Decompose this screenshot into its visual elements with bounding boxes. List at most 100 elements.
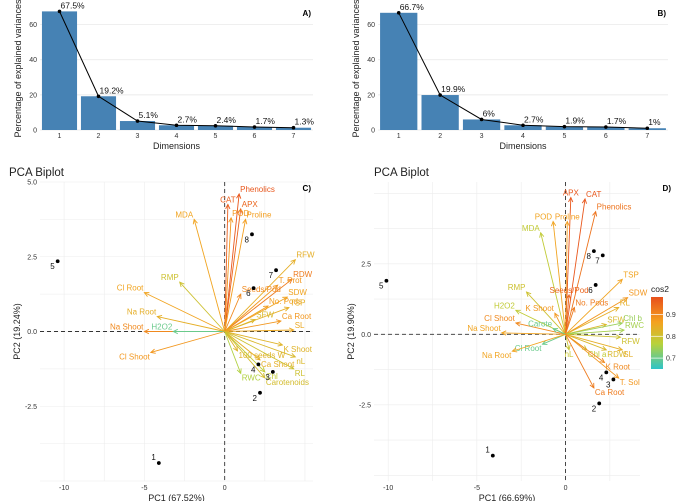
arrow-head [259, 366, 266, 373]
observation-point [274, 268, 278, 273]
x-axis-title: PC1 (67.52%) [148, 493, 205, 501]
observation-point [384, 278, 389, 283]
observation-label: 2 [592, 404, 597, 413]
variable-label: TSP [623, 270, 639, 279]
observation-label: 3 [265, 373, 270, 382]
variable-arrow [224, 331, 283, 346]
arrow-head [554, 312, 560, 319]
arrow-head [539, 231, 545, 238]
x-tick-label: 1 [58, 133, 62, 140]
arrow-head [551, 220, 557, 227]
variable-arrow [565, 307, 575, 335]
scree-point [174, 123, 179, 128]
variable-label: TSP [290, 299, 306, 308]
variable-label: Chl [266, 372, 278, 381]
value-label: 1.9% [565, 116, 585, 126]
arrow-head [282, 296, 289, 302]
observation-point [256, 362, 261, 367]
variable-arrow [224, 319, 256, 332]
variable-arrow [224, 305, 269, 332]
variable-label: No. Pods [269, 297, 302, 306]
value-label: 1.7% [607, 116, 627, 126]
y-tick-label: 2.5 [361, 261, 371, 268]
observation-point [591, 249, 596, 254]
arrow-head [192, 218, 198, 225]
variable-label: APX [563, 189, 580, 198]
variable-arrow [224, 259, 296, 332]
arrow-head [236, 192, 242, 199]
arrow-head [568, 196, 574, 203]
observation-point [251, 286, 256, 291]
variable-arrow [565, 221, 568, 335]
panel-letter: C) [303, 184, 312, 193]
variable-label: POD [232, 209, 250, 218]
x-tick-label: 7 [645, 133, 649, 140]
variable-arrow [224, 331, 238, 352]
variable-label: Cl Shoot [484, 314, 515, 323]
variable-arrow [565, 322, 623, 335]
legend-colorbar [651, 297, 663, 369]
y-tick-label: -2.5 [25, 404, 37, 411]
y-tick-label: 60 [29, 22, 37, 29]
variable-label: nL [296, 357, 305, 366]
arrow-head [615, 334, 622, 340]
bar [197, 125, 234, 130]
arrow-head [589, 382, 595, 389]
y-tick-label: 40 [29, 57, 37, 64]
variable-arrow [224, 278, 293, 332]
variable-arrow [193, 219, 226, 332]
variable-arrow [224, 219, 246, 332]
variable-arrow [224, 293, 242, 332]
y-tick-label: 20 [367, 92, 375, 99]
arrow-head [592, 210, 598, 217]
variable-label: K Root [606, 363, 631, 372]
x-tick-label: 5 [214, 133, 218, 140]
variable-arrow [224, 284, 278, 332]
arrow-head [514, 309, 521, 315]
x-tick-label: 2 [97, 133, 101, 140]
arrow-head [617, 321, 624, 327]
observation-label: 2 [253, 394, 258, 403]
variable-arrow [565, 297, 628, 335]
observation-point [600, 253, 605, 258]
variable-arrow [224, 331, 242, 374]
variable-label: RWC [242, 373, 261, 382]
arrow-head [619, 327, 626, 333]
pca-biplot-d: -10 -5 0 2.5 0.0 -2.5 APX CAT Phenolics POD Prolin… [346, 167, 676, 501]
variable-label: RMP [161, 273, 179, 282]
arrow-head [511, 347, 518, 353]
observation-point [597, 401, 602, 406]
x-tick-label: -10 [59, 485, 69, 492]
scree-point [562, 124, 567, 129]
arrow-head [288, 364, 295, 370]
observation-label: 1 [485, 446, 490, 455]
x-tick-label: 2 [438, 133, 442, 140]
variable-arrow [179, 281, 226, 332]
observation-label: 5 [379, 282, 384, 291]
variable-label: MDA [522, 224, 540, 233]
variable-arrow [565, 198, 586, 335]
bar [41, 11, 78, 130]
arrow-head [290, 353, 297, 358]
observation-point [258, 390, 262, 395]
variable-label: POD [535, 212, 553, 221]
y-tick-label: 0.0 [361, 332, 371, 339]
x-tick-label: 3 [480, 133, 484, 140]
variable-label: T. Sol [620, 378, 640, 387]
arrow-head [272, 284, 279, 290]
variable-label: RDW [293, 270, 313, 279]
x-tick-label: 6 [253, 133, 257, 140]
scree-point [96, 94, 101, 99]
x-tick-label: 0 [223, 485, 227, 492]
variable-arrow [526, 291, 566, 335]
arrow-head [601, 345, 608, 351]
arrow-head [290, 259, 297, 265]
arrow-head [179, 281, 185, 288]
value-label: 2.7% [178, 114, 198, 124]
x-tick-label: -10 [383, 485, 393, 492]
y-tick-label: 60 [367, 22, 375, 29]
variable-arrow [565, 334, 595, 389]
variable-label: Chl b [623, 314, 642, 323]
y-tick-label: 0.0 [27, 329, 37, 336]
variable-label: RL [295, 369, 306, 378]
